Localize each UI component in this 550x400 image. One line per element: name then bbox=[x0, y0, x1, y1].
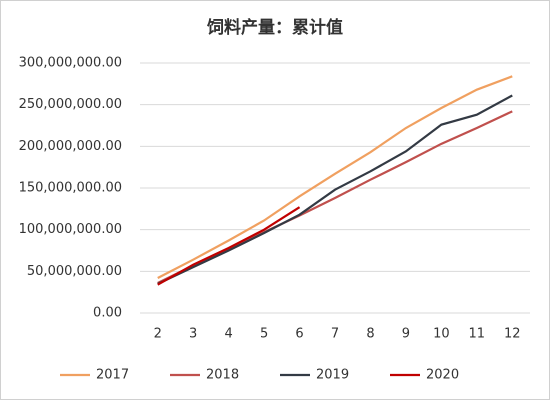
legend-label: 2019 bbox=[316, 368, 349, 383]
x-tick-label: 11 bbox=[469, 327, 486, 342]
x-tick-label: 7 bbox=[331, 327, 339, 342]
series-line bbox=[157, 206, 301, 286]
legend-label: 2017 bbox=[96, 368, 129, 383]
y-tick-label: 100,000,000.00 bbox=[19, 222, 122, 237]
y-tick-label: 300,000,000.00 bbox=[19, 56, 122, 71]
y-tick-label: 50,000,000.00 bbox=[27, 264, 122, 279]
x-tick-label: 8 bbox=[366, 327, 374, 342]
x-tick-label: 3 bbox=[189, 327, 197, 342]
legend-label: 2020 bbox=[426, 368, 459, 383]
series-line bbox=[157, 75, 513, 279]
y-tick-label: 150,000,000.00 bbox=[19, 181, 122, 196]
y-tick-label: 250,000,000.00 bbox=[19, 97, 122, 112]
series-line bbox=[157, 94, 513, 285]
x-tick-label: 9 bbox=[402, 327, 410, 342]
y-tick-label: 0.00 bbox=[93, 306, 122, 321]
x-tick-label: 4 bbox=[224, 327, 232, 342]
x-tick-label: 2 bbox=[154, 327, 162, 342]
legend-label: 2018 bbox=[206, 368, 239, 383]
chart-title: 饲料产量：累计值 bbox=[206, 17, 343, 38]
x-tick-label: 6 bbox=[295, 327, 303, 342]
y-tick-label: 200,000,000.00 bbox=[19, 139, 122, 154]
x-tick-label: 10 bbox=[433, 327, 450, 342]
x-tick-label: 5 bbox=[260, 327, 268, 342]
x-tick-label: 12 bbox=[504, 327, 521, 342]
